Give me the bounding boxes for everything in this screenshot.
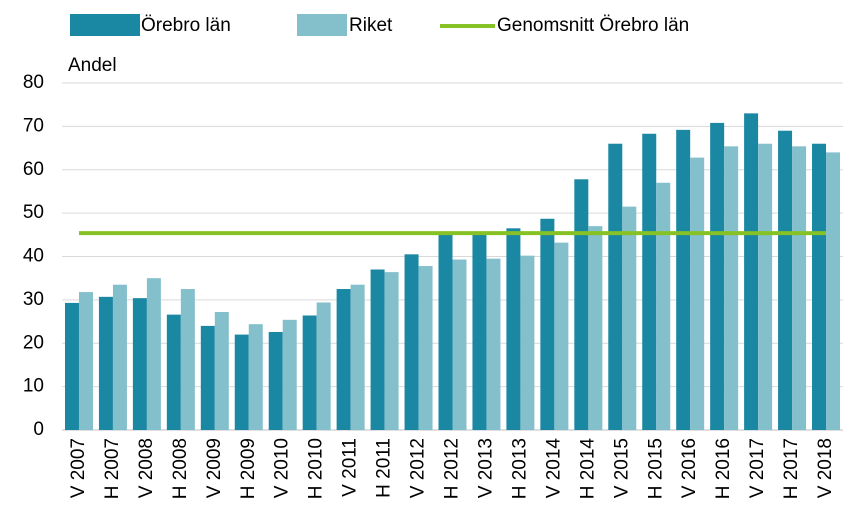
bar xyxy=(282,319,297,430)
bar xyxy=(404,254,419,430)
bar xyxy=(248,324,263,430)
x-tick-label: H 2014 xyxy=(577,438,598,500)
bar xyxy=(758,143,773,430)
bar xyxy=(608,143,623,430)
y-tick-label: 20 xyxy=(23,332,44,353)
bar xyxy=(64,302,79,430)
x-tick-label: H 2013 xyxy=(509,438,530,499)
legend-swatch xyxy=(70,14,140,36)
x-tick-label: V 2014 xyxy=(543,438,564,499)
y-tick-label: 30 xyxy=(23,289,44,310)
bar xyxy=(418,266,433,430)
bar xyxy=(778,130,793,430)
x-tick-label: V 2011 xyxy=(340,438,361,497)
x-tick-label: H 2007 xyxy=(102,438,123,499)
y-tick-label: 60 xyxy=(23,159,44,180)
x-tick-label: V 2013 xyxy=(475,438,496,498)
bar xyxy=(200,325,215,430)
bar xyxy=(214,312,229,430)
bar xyxy=(180,289,195,430)
legend-label: Örebro län xyxy=(141,15,231,36)
bar xyxy=(132,298,147,430)
x-tick-label: H 2011 xyxy=(374,438,395,498)
bar xyxy=(622,206,637,430)
bar xyxy=(826,152,841,430)
bar xyxy=(166,314,181,430)
bar xyxy=(302,315,317,430)
bar xyxy=(812,143,827,430)
legend-label: Riket xyxy=(349,15,393,36)
bar xyxy=(472,232,487,430)
bar xyxy=(690,157,705,431)
y-tick-label: 10 xyxy=(23,376,44,397)
y-tick-label: 40 xyxy=(23,246,44,267)
x-tick-label: V 2017 xyxy=(747,438,768,498)
x-tick-label: H 2012 xyxy=(442,438,463,499)
bar xyxy=(744,113,759,431)
bar xyxy=(234,334,249,430)
x-tick-label: H 2015 xyxy=(645,438,666,499)
bar xyxy=(268,331,283,430)
bar xyxy=(98,296,113,430)
bar xyxy=(438,232,453,430)
x-tick-label: V 2010 xyxy=(272,438,293,498)
bar xyxy=(112,284,127,430)
y-tick-label: 0 xyxy=(33,419,44,440)
bar xyxy=(316,302,331,430)
bar xyxy=(676,129,691,430)
x-tick-label: H 2010 xyxy=(306,438,327,499)
bar xyxy=(146,278,161,430)
bar xyxy=(554,242,569,430)
bar xyxy=(642,133,657,430)
x-tick-label: V 2016 xyxy=(679,438,700,498)
x-tick-label: H 2009 xyxy=(238,438,259,499)
x-tick-label: H 2017 xyxy=(781,438,802,499)
bar xyxy=(506,228,521,430)
bar xyxy=(574,179,589,430)
bar xyxy=(724,146,739,430)
bar xyxy=(78,292,93,430)
x-tick-label: V 2007 xyxy=(68,438,89,498)
legend-swatch xyxy=(297,14,347,36)
x-tick-label: V 2018 xyxy=(815,438,836,498)
bar xyxy=(520,255,535,430)
bar xyxy=(656,182,671,430)
y-tick-label: 70 xyxy=(23,115,44,136)
bar xyxy=(370,269,385,430)
y-axis-label: Andel xyxy=(68,55,117,76)
y-tick-label: 50 xyxy=(23,202,44,223)
y-tick-label: 80 xyxy=(23,72,44,93)
x-tick-label: V 2012 xyxy=(408,438,429,498)
x-tick-label: V 2015 xyxy=(611,438,632,498)
bar xyxy=(792,146,807,430)
x-tick-label: V 2009 xyxy=(204,438,225,498)
legend-label: Genomsnitt Örebro län xyxy=(497,15,689,36)
bar xyxy=(336,289,351,430)
bar xyxy=(588,226,603,430)
x-tick-label: H 2016 xyxy=(713,438,734,499)
x-tick-label: H 2008 xyxy=(170,438,191,499)
x-tick-label: V 2008 xyxy=(136,438,157,498)
bar xyxy=(710,122,725,430)
bar xyxy=(452,259,467,430)
bar xyxy=(540,218,555,430)
bar xyxy=(350,284,365,430)
bar xyxy=(486,258,501,430)
bar xyxy=(384,272,399,430)
